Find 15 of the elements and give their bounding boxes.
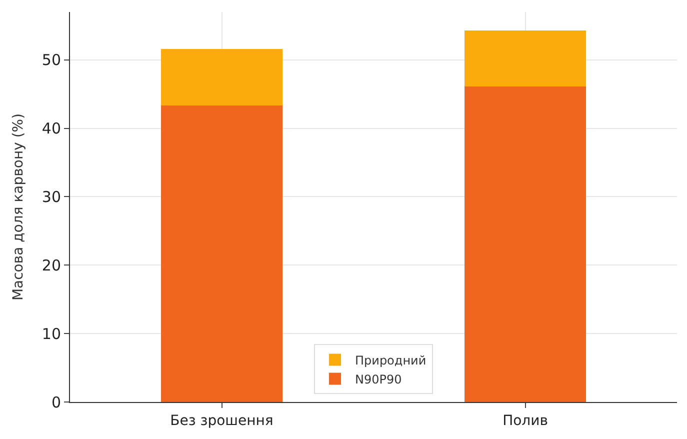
- x-tick-label: Полив: [502, 412, 548, 429]
- y-tick-label: 0: [51, 393, 61, 412]
- y-tick-label: 30: [42, 188, 61, 206]
- bar: [464, 86, 586, 402]
- legend-label: N90P90: [355, 372, 402, 386]
- y-tick-label: 40: [42, 120, 61, 138]
- legend-label: Природний: [355, 353, 426, 368]
- y-axis-title: Масова доля карвону (%): [10, 113, 27, 301]
- y-tick-label: 50: [42, 51, 61, 70]
- bar: [161, 106, 282, 402]
- bar: [161, 48, 282, 106]
- y-tick-label: 10: [42, 324, 61, 343]
- x-tick-label: Без зрошення: [170, 412, 274, 429]
- bar: [464, 30, 586, 87]
- y-tick-label: 20: [42, 256, 61, 274]
